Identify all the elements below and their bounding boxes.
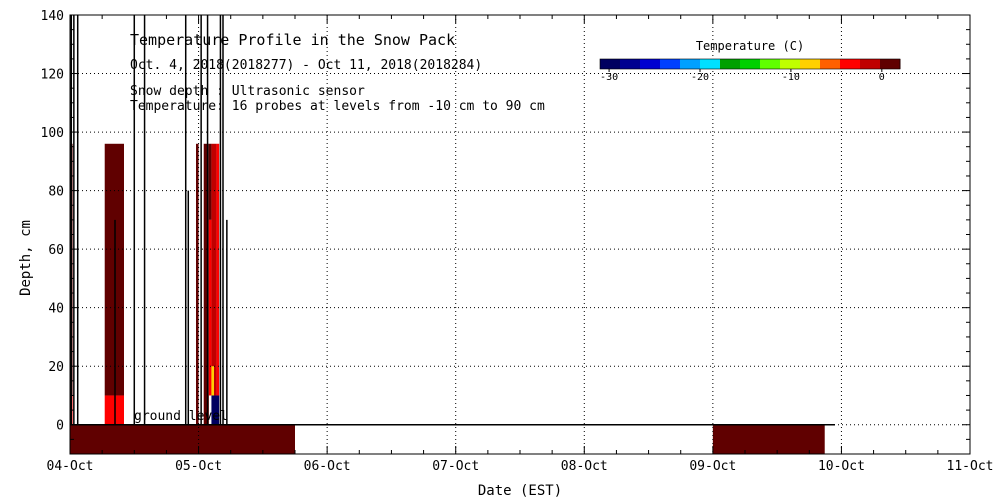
y-tick-label-2: 40 xyxy=(48,302,64,317)
colorbar-tick-label-3: 0 xyxy=(879,72,885,83)
x-tick-label-0: 04-Oct xyxy=(47,459,94,474)
heatmap-cell-8 xyxy=(211,143,217,396)
info-line-temperature: Temperature: 16 probes at levels from -1… xyxy=(130,99,545,114)
heatmap-cell-6 xyxy=(208,143,212,220)
colorbar-swatch-4 xyxy=(680,59,701,69)
heatmap-cell-11 xyxy=(211,366,214,396)
axis-ticks xyxy=(69,14,971,455)
x-tick-label-1: 05-Oct xyxy=(175,459,222,474)
colorbar-tick-label-2: -10 xyxy=(782,72,800,83)
colorbar-swatch-13 xyxy=(860,59,881,69)
x-axis-title: Date (EST) xyxy=(478,483,562,499)
snow-depth-spikes xyxy=(70,15,228,425)
chart-subtitle: Oct. 4, 2018(2018277) - Oct 11, 2018(201… xyxy=(130,58,482,73)
colorbar-swatch-14 xyxy=(880,59,901,69)
heatmap-cell-9 xyxy=(216,143,220,396)
colorbar-frame xyxy=(599,58,901,70)
colorbar-tick-labels: -30 -20 -10 0 xyxy=(600,72,885,83)
y-tick-label-5: 100 xyxy=(41,126,64,141)
x-tick-label-3: 07-Oct xyxy=(432,459,479,474)
colorbar-tick-label-0: -30 xyxy=(600,72,618,83)
y-tick-label-4: 80 xyxy=(48,185,64,200)
colorbar-swatch-1 xyxy=(620,59,641,69)
chart-title: Temperature Profile in the Snow Pack xyxy=(130,31,455,49)
colorbar-swatch-2 xyxy=(640,59,661,69)
x-tick-label-4: 08-Oct xyxy=(561,459,608,474)
colorbar-swatch-10 xyxy=(800,59,821,69)
temperature-colorbar xyxy=(599,58,901,72)
colorbar-title: Temperature (C) xyxy=(696,39,804,53)
colorbar-swatch-0 xyxy=(600,59,621,69)
y-tick-labels: 0 20 40 60 80 100 120 140 xyxy=(41,9,64,434)
info-line-snow-depth: Snow depth : Ultrasonic sensor xyxy=(130,84,365,99)
colorbar-swatch-8 xyxy=(760,59,781,69)
heatmap-cell-5 xyxy=(203,143,209,425)
colorbar-swatch-5 xyxy=(700,59,721,69)
heatmap-cell-12 xyxy=(70,424,295,454)
colorbar-swatch-12 xyxy=(840,59,861,69)
x-tick-label-5: 09-Oct xyxy=(689,459,736,474)
y-axis-title: Depth, cm xyxy=(18,220,34,296)
heatmap-cell-10 xyxy=(211,395,220,425)
heatmap-cells xyxy=(70,143,825,454)
colorbar-swatch-7 xyxy=(740,59,761,69)
x-tick-label-6: 10-Oct xyxy=(818,459,865,474)
heatmap-cell-4 xyxy=(196,143,199,425)
ground-level-label: ground level xyxy=(134,409,228,424)
colorbar-swatch-3 xyxy=(660,59,681,69)
x-tick-label-7: 11-Oct xyxy=(947,459,994,474)
y-tick-label-1: 20 xyxy=(48,360,64,375)
y-tick-label-3: 60 xyxy=(48,243,64,258)
colorbar-swatch-11 xyxy=(820,59,841,69)
heatmap-cell-13 xyxy=(712,424,825,454)
colorbar-swatch-6 xyxy=(720,59,741,69)
colorbar-swatch-9 xyxy=(780,59,801,69)
y-tick-label-7: 140 xyxy=(41,9,64,24)
y-tick-label-6: 120 xyxy=(41,68,64,83)
y-tick-label-0: 0 xyxy=(56,419,64,434)
x-tick-labels: 04-Oct 05-Oct 06-Oct 07-Oct 08-Oct 09-Oct 10-O… xyxy=(47,459,994,474)
colorbar-tick-label-1: -20 xyxy=(691,72,709,83)
x-tick-label-2: 06-Oct xyxy=(304,459,351,474)
